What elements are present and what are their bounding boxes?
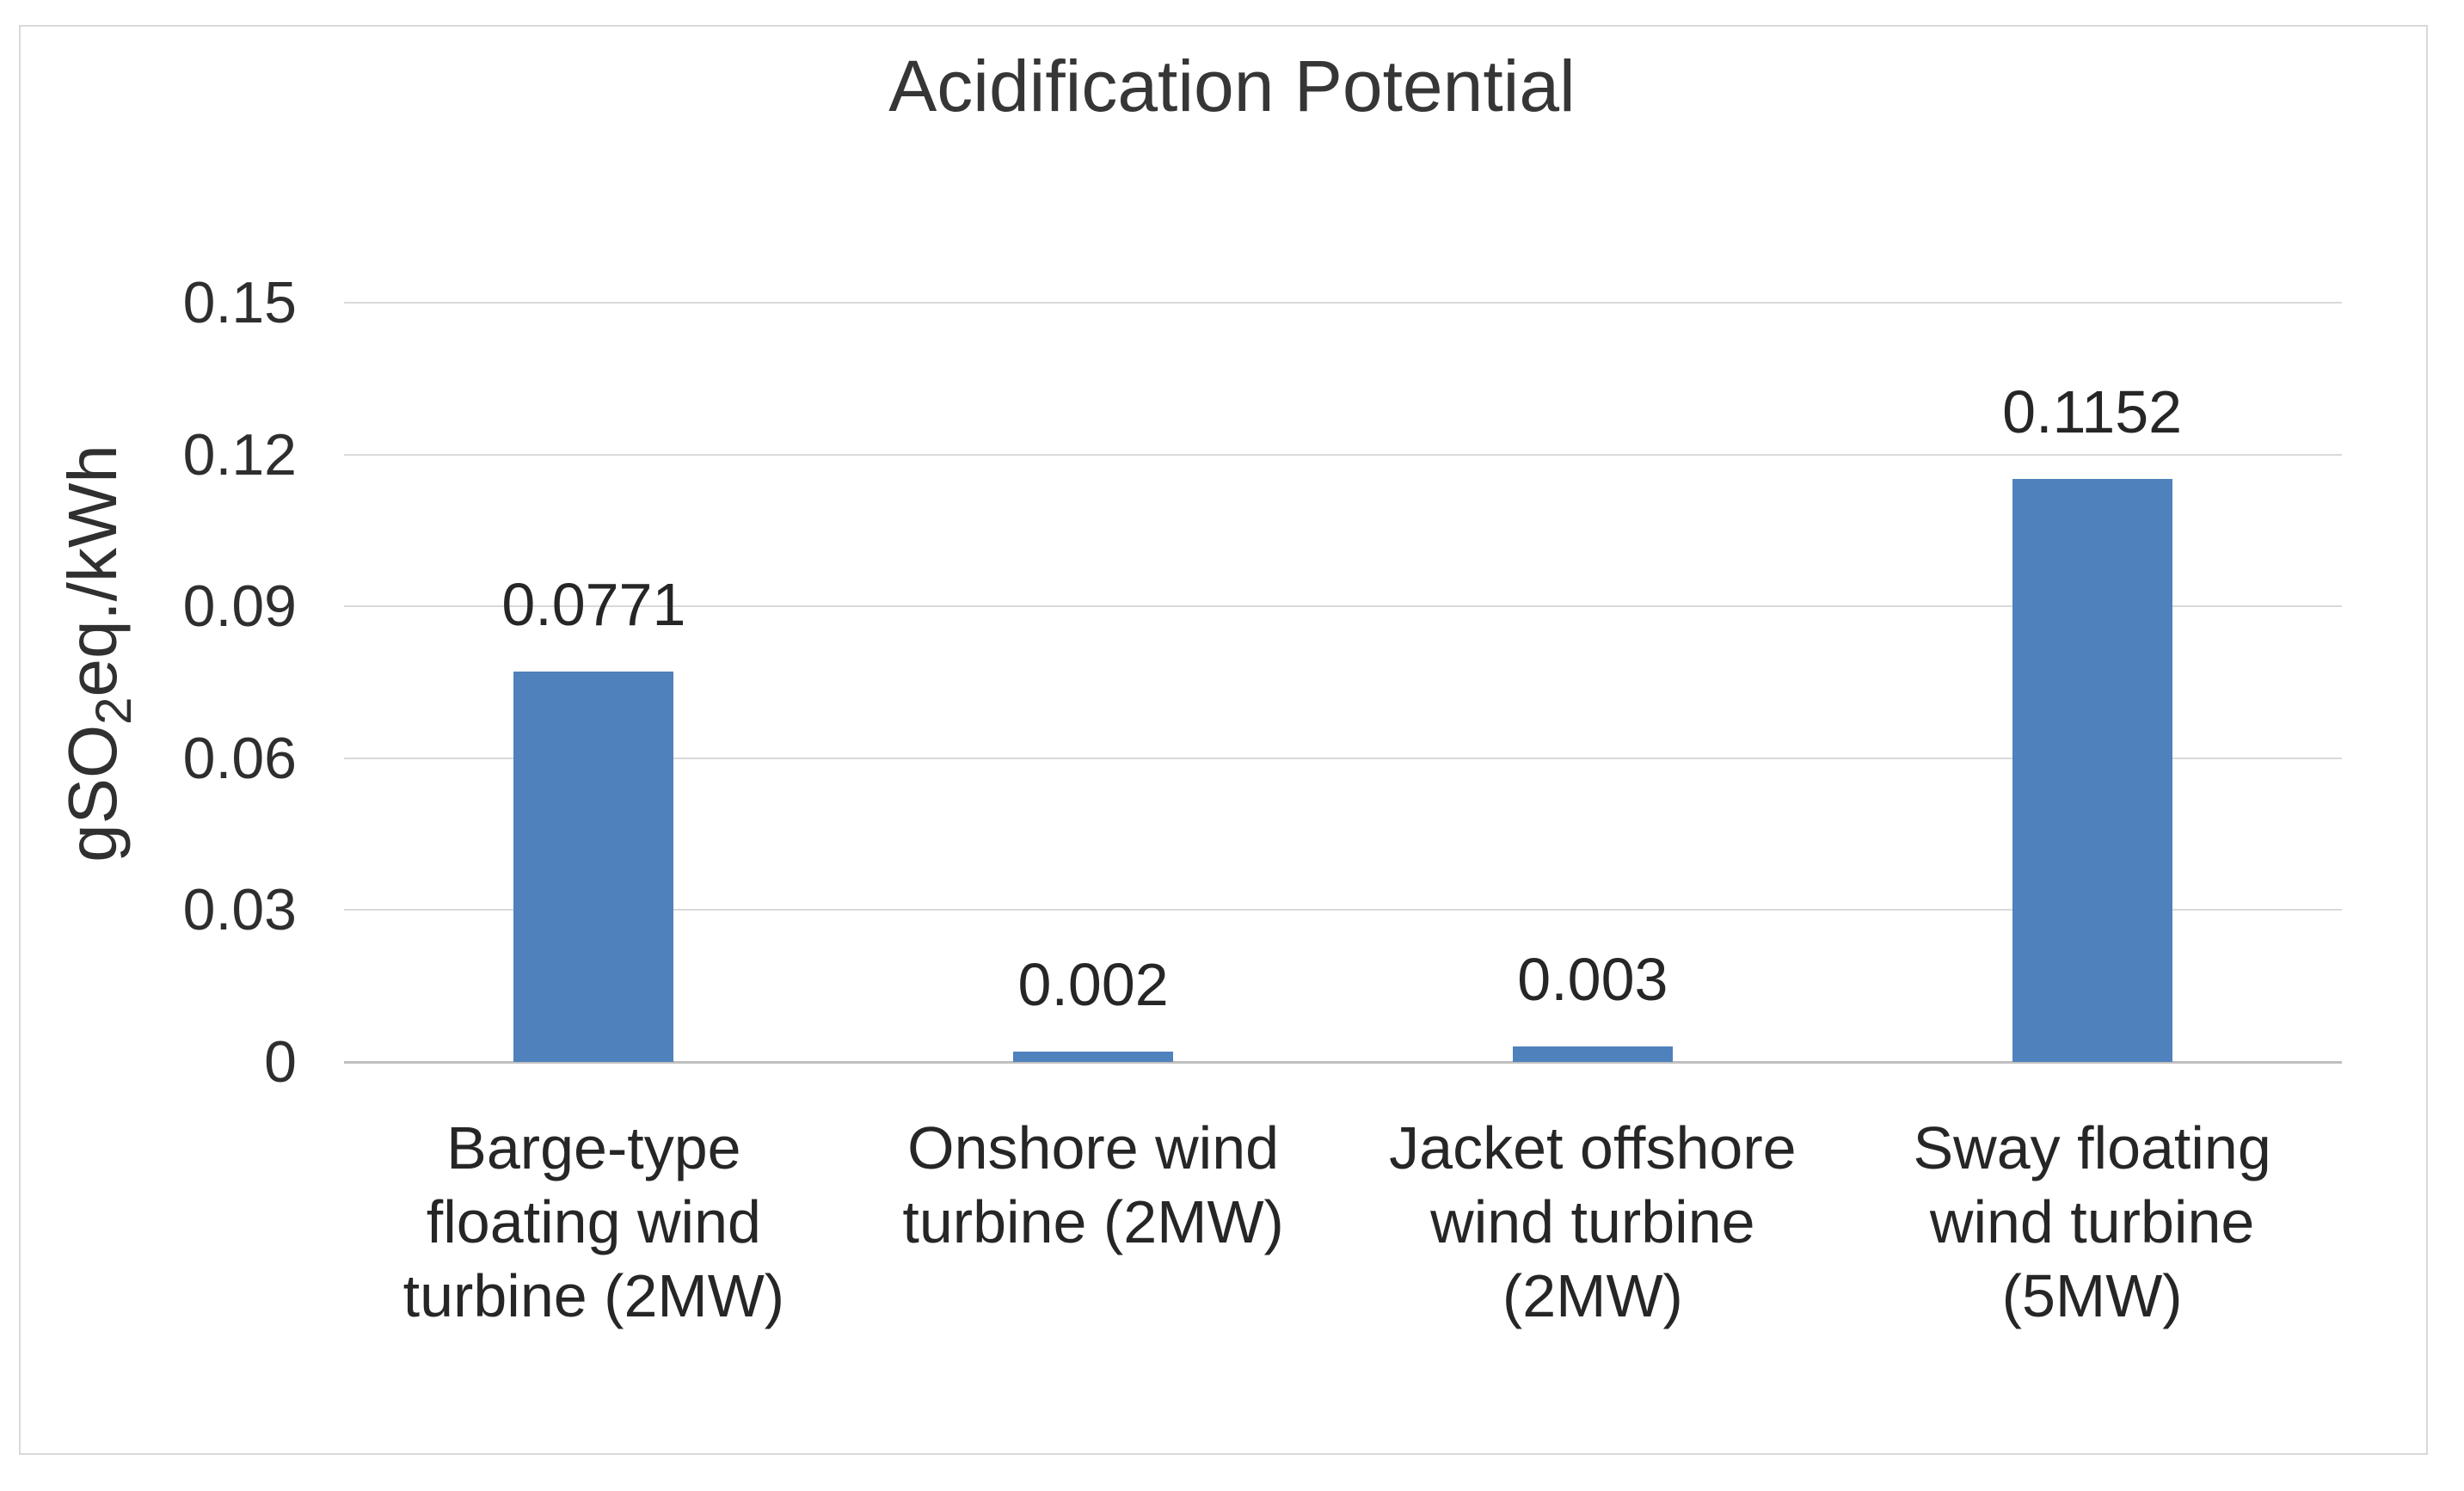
bar	[2012, 479, 2172, 1062]
gridline	[344, 757, 2342, 759]
gridline	[344, 302, 2342, 304]
x-category-label: Sway floating wind turbine (5MW)	[1913, 1114, 2271, 1329]
bar	[1013, 1052, 1173, 1062]
x-category-label: Barge-type floating wind turbine (2MW)	[402, 1114, 785, 1329]
bar	[513, 672, 673, 1062]
gridline	[344, 453, 2342, 456]
y-tick-label: 0.09	[182, 574, 297, 640]
y-tick-label: 0.12	[182, 421, 297, 488]
y-tick-label: 0.15	[182, 270, 297, 335]
bar	[1513, 1046, 1673, 1062]
bar-value-label: 0.1152	[2002, 378, 2183, 445]
x-axis-line	[344, 1061, 2342, 1064]
y-tick-label: 0.06	[182, 725, 297, 791]
y-axis-title-subscript: 2	[86, 696, 142, 725]
chart-title: Acidification Potential	[888, 46, 1576, 126]
y-tick-label: 0	[264, 1029, 297, 1095]
bar-value-label: 0.003	[1517, 946, 1668, 1013]
x-category-label: Onshore wind turbine (2MW)	[902, 1114, 1284, 1255]
bar-value-label: 0.0771	[501, 571, 686, 638]
x-category-label: Jacket offshore wind turbine (2MW)	[1389, 1114, 1797, 1329]
bar-value-label: 0.002	[1017, 951, 1169, 1018]
gridline	[344, 909, 2342, 911]
y-tick-label: 0.03	[182, 877, 297, 943]
gridline	[344, 605, 2342, 608]
